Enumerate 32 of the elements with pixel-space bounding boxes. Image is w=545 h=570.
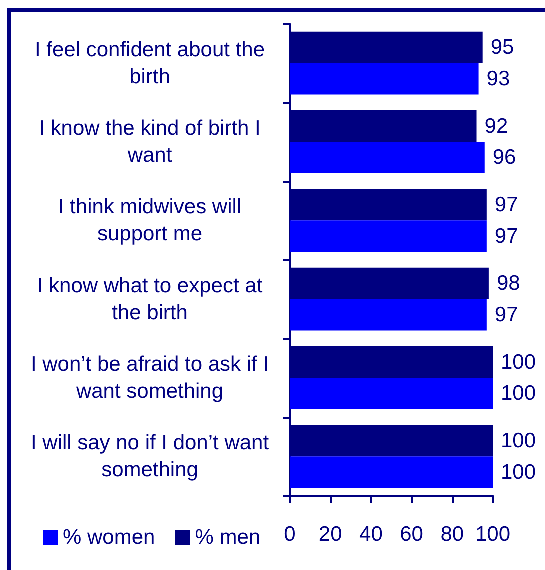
bar: [290, 456, 493, 488]
y-tick-label: I feel confident about the birth: [34, 38, 266, 88]
bar: [290, 299, 487, 331]
x-tick-label: 80: [440, 523, 464, 546]
bar: [290, 220, 487, 252]
x-tick-label: 60: [400, 523, 424, 546]
y-tick-label: I know the kind of birth I want: [39, 117, 261, 167]
data-label: 100: [501, 460, 536, 484]
data-label: 97: [494, 224, 518, 248]
bar: [290, 63, 479, 95]
x-tick-label: 100: [475, 523, 511, 546]
y-tick-label: I won’t be afraid to ask if I want something: [30, 353, 270, 403]
data-label: 100: [501, 429, 536, 452]
data-label: 95: [490, 36, 514, 60]
bar: [290, 142, 485, 174]
data-label: 93: [486, 68, 510, 91]
x-tick-label: 40: [360, 523, 383, 546]
data-label: 96: [492, 146, 516, 170]
data-label: 100: [501, 382, 536, 406]
data-label: 97: [494, 193, 518, 216]
data-label: 97: [494, 304, 518, 327]
x-tick-label: 0: [284, 523, 296, 546]
y-tick-label: I know what to expect at the birth: [37, 274, 263, 324]
data-label: 98: [496, 272, 520, 296]
y-tick-label: I will say no if I don’t want something: [30, 432, 270, 482]
legend-label: % women: [63, 526, 156, 549]
bar: [290, 378, 493, 410]
data-label: 100: [501, 350, 536, 374]
x-tick-label: 20: [318, 523, 342, 546]
data-label: 92: [484, 114, 508, 138]
legend-label: % men: [195, 526, 261, 549]
y-tick-label: I think midwives will support me: [58, 196, 242, 246]
